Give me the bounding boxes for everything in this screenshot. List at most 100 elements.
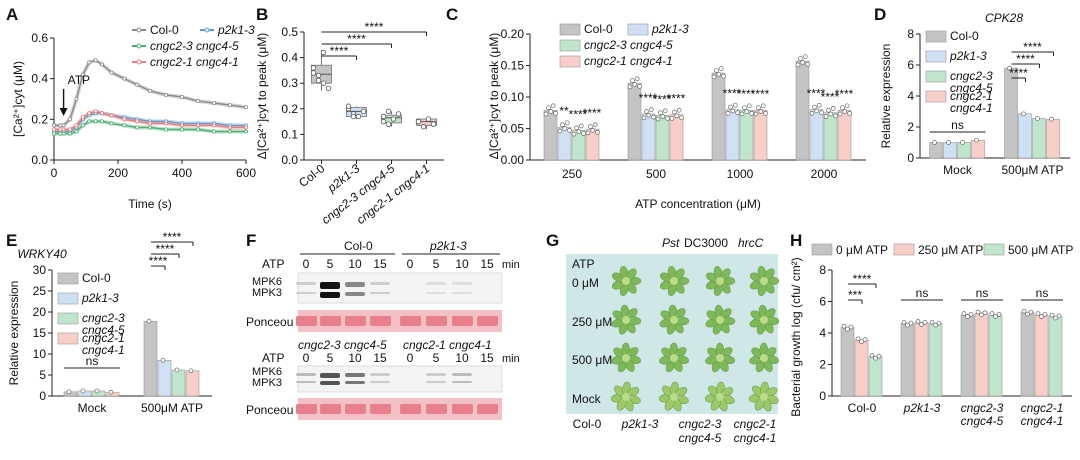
chart-h-bar xyxy=(974,313,989,397)
chart-h-point xyxy=(841,323,847,329)
chart-h-y-label: Bacterial growth log (cfu/ cm²) xyxy=(789,257,803,416)
chart-c-point xyxy=(847,111,852,116)
plant-center xyxy=(716,316,724,324)
chart-a-legend-marker xyxy=(136,27,142,33)
chart-h-point xyxy=(979,312,984,318)
chart-c-sig-label: **** xyxy=(751,87,770,101)
blot-mpk6-label: MPK6 xyxy=(252,276,282,288)
blot-band-mpk6 xyxy=(426,373,446,376)
chart-d-y-tick-label: 0 xyxy=(907,151,914,165)
chart-c-point xyxy=(842,109,848,114)
chart-a-x-label: Time (s) xyxy=(128,197,172,211)
chart-d-point xyxy=(1035,116,1040,121)
chart-c-sig-label: **** xyxy=(653,92,672,106)
chart-a-y-tick-label: 0.2 xyxy=(31,112,48,126)
chart-c-y-tick-label: 0.10 xyxy=(501,90,525,104)
chart-a-point xyxy=(100,119,105,124)
chart-a-y-tick-label: 0.0 xyxy=(31,153,48,167)
chart-h-bar xyxy=(988,314,1003,397)
ponceau-band xyxy=(452,404,473,414)
chart-c-point xyxy=(665,116,670,121)
chart-a-point xyxy=(80,72,85,77)
plant-col-label-2: cngc4-5 xyxy=(679,431,722,445)
chart-h-point xyxy=(1042,312,1048,317)
chart-a-point xyxy=(135,119,140,124)
chart-e-bar xyxy=(157,359,172,397)
ponceau-band xyxy=(477,404,498,414)
chart-h-legend-swatch xyxy=(983,243,1005,256)
chart-b-sig-label: **** xyxy=(330,44,349,58)
chart-c-bar xyxy=(795,60,810,161)
chart-h-x-tick-label: cngc2-1 xyxy=(1021,401,1064,415)
ponceau-band xyxy=(370,316,391,326)
chart-h-point xyxy=(1049,312,1055,318)
chart-a-point xyxy=(87,111,92,116)
chart-h-point xyxy=(859,339,864,345)
plant-center xyxy=(622,277,630,285)
chart-a-point xyxy=(93,109,98,114)
blot-time-label: 15 xyxy=(480,257,494,271)
chart-a-legend-label: cngc2-3 cngc4-5 xyxy=(150,39,239,53)
chart-b-x-tick-label: Col-0 xyxy=(296,161,327,190)
chart-h-bar xyxy=(868,356,883,397)
chart-h-y-tick-label: 2 xyxy=(819,358,826,372)
chart-c-point xyxy=(546,105,551,111)
chart-a-point xyxy=(179,127,184,132)
chart-c-point xyxy=(634,76,640,82)
legend-swatch xyxy=(559,55,581,68)
chart-d-x-tick-label: Mock xyxy=(943,163,973,177)
chart-h-point xyxy=(968,312,974,317)
chart-a-point xyxy=(80,123,85,128)
panel-label-a: A xyxy=(6,5,18,24)
blot-mpk3-label: MPK3 xyxy=(252,287,282,299)
chart-c-point xyxy=(721,73,726,79)
chart-b-point xyxy=(350,113,357,120)
chart-e-bar xyxy=(185,370,200,397)
chart-c-bar xyxy=(543,109,558,161)
chart-c-sig-label: **** xyxy=(807,87,826,101)
legend-swatch xyxy=(925,50,947,63)
chart-a-x-tick-label: 600 xyxy=(236,166,256,180)
chart-b-point xyxy=(360,108,367,115)
chart-h-point xyxy=(908,320,914,326)
blot-band-mpk6 xyxy=(320,373,340,378)
chart-a-point xyxy=(122,123,127,128)
chart-c-sig-label: **** xyxy=(737,87,756,101)
blot-time-label: 5 xyxy=(327,257,334,271)
chart-c-bar xyxy=(669,114,684,161)
chart-b-point xyxy=(395,111,402,117)
chart-c-point xyxy=(802,54,808,60)
chart-a-point xyxy=(135,82,140,87)
plant-photo-panel: Pst DC3000 hrcC ATP 0 μM 250 μM 500 μM Mock… xyxy=(566,236,780,445)
ponceau-band xyxy=(426,316,447,326)
chart-c-point xyxy=(672,109,677,115)
chart-c-point xyxy=(578,123,584,129)
chart-b: 0.0 0.1 0.2 0.3 0.4 0.5 Δ[Ca²⁺]cyt to peak (μM… xyxy=(255,20,444,227)
chart-h-point xyxy=(929,319,935,325)
chart-c-point xyxy=(718,66,724,72)
blot-min-label: min xyxy=(502,259,520,271)
chart-c-point xyxy=(823,114,829,119)
ponceau-band xyxy=(345,316,366,326)
chart-h-point xyxy=(996,312,1002,317)
panel-label-d: D xyxy=(874,5,886,24)
blot-band-mpk3 xyxy=(370,381,390,383)
panel-label-b: B xyxy=(256,5,268,24)
blot-band-mpk3 xyxy=(345,381,365,384)
legend-label: cngc2-1 xyxy=(82,331,125,345)
chart-d-point xyxy=(974,137,979,143)
blot-group-col0: Col-0 xyxy=(344,239,373,253)
chart-c-point xyxy=(627,84,633,90)
chart-c-point xyxy=(716,71,722,77)
chart-c-y-tick-label: 0.15 xyxy=(501,59,525,73)
chart-h-point xyxy=(1053,315,1058,321)
chart-b-point xyxy=(390,116,397,122)
chart-a-legend-label: cngc2-1 cngc4-1 xyxy=(150,55,239,69)
legend-label: cngc4-1 xyxy=(950,101,993,115)
panel-label-e: E xyxy=(6,231,17,250)
chart-e-y-tick-label: 15 xyxy=(33,326,47,340)
chart-h-point xyxy=(1039,314,1044,319)
chart-a-point xyxy=(74,97,79,102)
chart-a-point xyxy=(147,121,152,126)
chart-c-point xyxy=(648,107,654,112)
